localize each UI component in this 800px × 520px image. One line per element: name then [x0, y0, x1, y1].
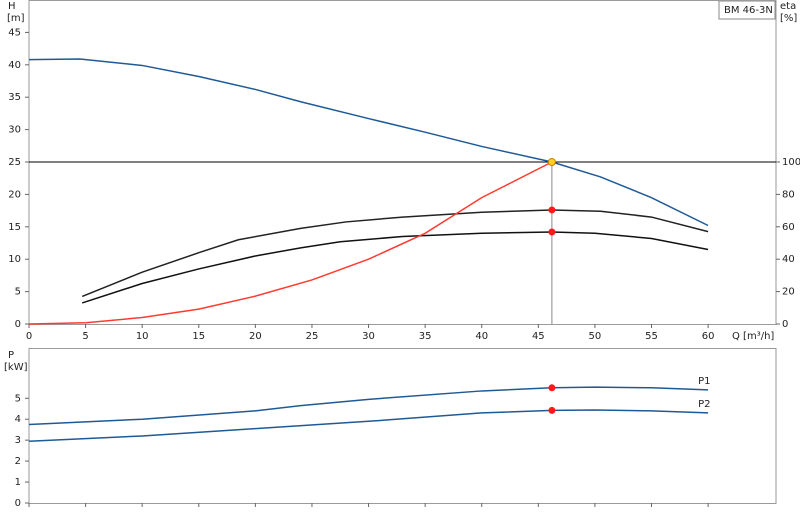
curve [81, 231, 709, 304]
p-axis-label: P [8, 350, 14, 361]
y-tick-label: 25 [8, 157, 21, 168]
y-tick-label: 0 [15, 498, 21, 509]
x-tick-label: 25 [306, 331, 319, 342]
x-tick-label: 0 [26, 331, 32, 342]
eta-axis-unit: [%] [780, 13, 797, 24]
y2-tick-label: 60 [782, 222, 795, 233]
y2-tick-label: 100 [782, 157, 800, 168]
y2-tick-label: 80 [782, 189, 795, 200]
y2-tick-label: 0 [782, 319, 788, 330]
curve [28, 409, 709, 442]
y-tick-label: 0 [15, 319, 21, 330]
p-axis-unit: [kW] [4, 362, 28, 373]
curve-label: P2 [698, 399, 710, 410]
y-tick-label: 1 [15, 477, 21, 488]
x-tick-label: 30 [362, 331, 375, 342]
x-tick-label: 20 [249, 331, 262, 342]
y-tick-label: 35 [8, 92, 21, 103]
x-tick-label: 10 [136, 331, 149, 342]
plot-frame [28, 348, 777, 504]
model-name: BM 46-3N [724, 5, 773, 16]
q-axis-label: Q [m³/h] [732, 331, 774, 342]
y-tick-label: 30 [8, 125, 21, 136]
duty-point [548, 384, 556, 392]
y2-tick-label: 40 [782, 254, 795, 265]
curve [28, 58, 709, 227]
x-tick-label: 35 [419, 331, 432, 342]
x-tick-label: 55 [645, 331, 658, 342]
y-tick-label: 5 [15, 287, 21, 298]
x-tick-label: 15 [192, 331, 205, 342]
y-tick-label: 4 [15, 414, 21, 425]
duty-point [547, 158, 556, 166]
y-tick-label: 20 [8, 189, 21, 200]
duty-point [548, 406, 556, 414]
y-tick-label: 10 [8, 254, 21, 265]
curve-label: P1 [698, 376, 710, 387]
duty-point [548, 206, 556, 214]
y-tick-label: 40 [8, 60, 21, 71]
curve [28, 386, 709, 426]
eta-axis-label: eta [780, 1, 796, 12]
duty-point [548, 228, 556, 236]
h-axis-unit: [m] [7, 13, 25, 24]
y-tick-label: 5 [15, 393, 21, 404]
y-tick-label: 3 [15, 435, 21, 446]
x-tick-label: 60 [702, 331, 715, 342]
x-tick-label: 5 [82, 331, 88, 342]
y-tick-label: 15 [8, 222, 21, 233]
curve [81, 209, 709, 298]
h-axis-label: H [8, 1, 16, 12]
y2-tick-label: 20 [782, 287, 795, 298]
curve [28, 161, 553, 325]
x-tick-label: 40 [475, 331, 488, 342]
x-tick-label: 45 [532, 331, 545, 342]
y-tick-label: 45 [8, 27, 21, 38]
y-tick-label: 2 [15, 456, 21, 467]
x-tick-label: 50 [589, 331, 602, 342]
